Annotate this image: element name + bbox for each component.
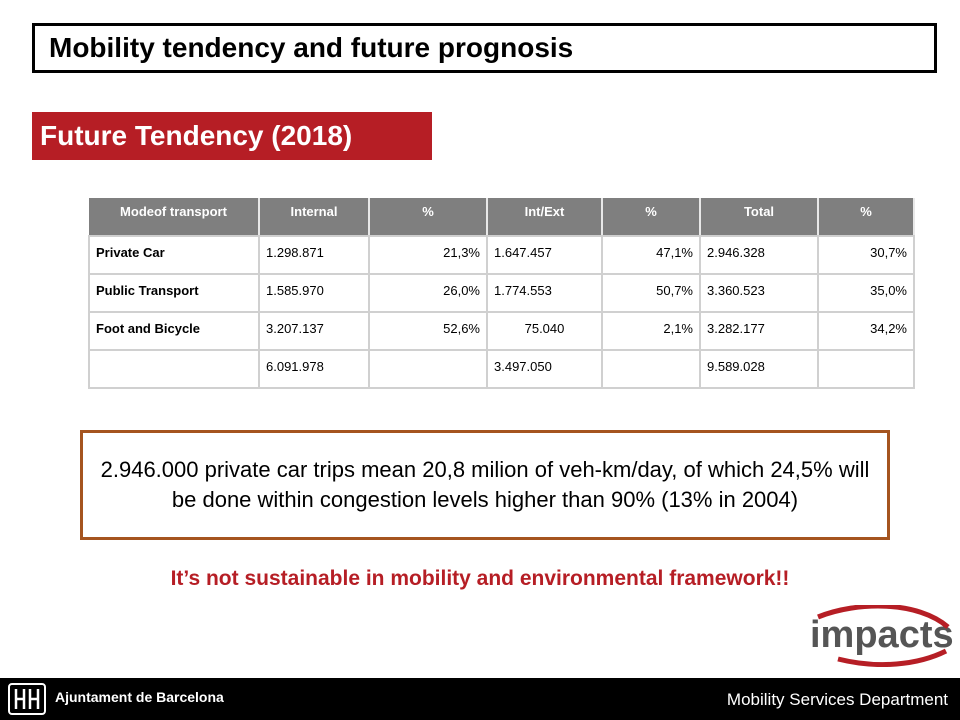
table-header-row: Modeof transport Internal % Int/Ext % To… [89,198,915,237]
logo-arc-top [817,605,950,629]
cell-mode [88,350,260,389]
cell-empty [818,350,915,389]
cell-intext-pct: 2,1% [602,312,701,351]
cell-total-pct: 35,0% [818,274,915,313]
cell-intext: 75.040 [487,312,603,351]
cell-internal: 1.585.970 [259,274,370,313]
warning-text: It’s not sustainable in mobility and env… [170,567,790,590]
cell-intext: 1.647.457 [487,236,603,275]
table-row: Public Transport 1.585.970 26,0% 1.774.5… [88,274,915,313]
header-internal-pct: % [369,198,488,237]
slide-title: Mobility tendency and future prognosis [32,23,937,73]
cell-total: 2.946.328 [700,236,819,275]
cell-total: 3.282.177 [700,312,819,351]
transport-table: Modeof transport Internal % Int/Ext % To… [88,198,915,389]
header-intext: Int/Ext [487,198,603,237]
cell-mode: Public Transport [88,274,260,313]
header-mode: Modeof transport [89,198,260,237]
cell-grand-total: 9.589.028 [700,350,819,389]
cell-internal: 3.207.137 [259,312,370,351]
impacts-logo: impacts [810,605,954,667]
cell-total-pct: 30,7% [818,236,915,275]
cell-total: 3.360.523 [700,274,819,313]
cell-intext-pct: 47,1% [602,236,701,275]
department-name: Mobility Services Department [726,690,948,709]
note-box: 2.946.000 private car trips mean 20,8 mi… [80,430,890,540]
cell-intext-pct: 50,7% [602,274,701,313]
cell-intext-total: 3.497.050 [487,350,603,389]
cell-total-pct: 34,2% [818,312,915,351]
cell-empty [369,350,488,389]
footer-bar: Ajuntament de Barcelona Mobility Service… [0,678,960,720]
cell-intext: 1.774.553 [487,274,603,313]
cell-internal-pct: 52,6% [369,312,488,351]
barcelona-emblem-icon [8,683,46,715]
table-row: Foot and Bicycle 3.207.137 52,6% 75.040 … [88,312,915,351]
header-total-pct: % [818,198,915,237]
logo-arc-bottom [837,648,948,667]
header-total: Total [700,198,819,237]
cell-internal-pct: 26,0% [369,274,488,313]
table-row: Private Car 1.298.871 21,3% 1.647.457 47… [88,236,915,275]
header-internal: Internal [259,198,370,237]
cell-mode: Private Car [88,236,260,275]
impacts-logo-text: impacts [810,614,954,656]
header-intext-pct: % [602,198,701,237]
table-total-row: 6.091.978 3.497.050 9.589.028 [88,350,915,389]
cell-internal-pct: 21,3% [369,236,488,275]
cell-empty [602,350,701,389]
cell-internal-total: 6.091.978 [259,350,370,389]
section-heading: Future Tendency (2018) [32,112,432,160]
organization-name: Ajuntament de Barcelona [55,689,224,705]
cell-mode: Foot and Bicycle [88,312,260,351]
note-text: 2.946.000 private car trips mean 20,8 mi… [100,457,870,512]
cell-internal: 1.298.871 [259,236,370,275]
